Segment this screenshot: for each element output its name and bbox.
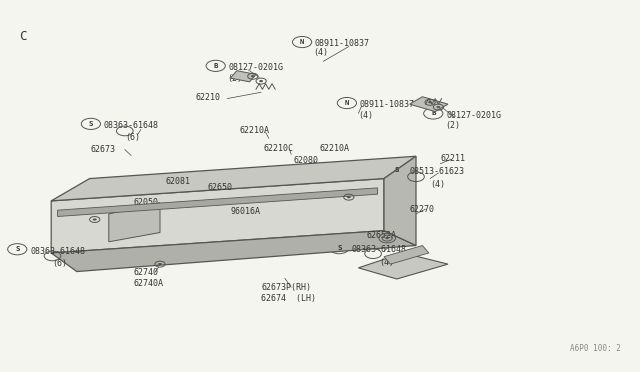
Text: 62652A: 62652A [366, 231, 396, 240]
Circle shape [436, 106, 440, 108]
Circle shape [385, 237, 389, 239]
Polygon shape [230, 71, 256, 82]
Text: B: B [214, 63, 218, 69]
Text: 62210C: 62210C [264, 144, 294, 153]
Polygon shape [410, 97, 448, 112]
Text: 62081: 62081 [165, 177, 190, 186]
Text: 08911-10837: 08911-10837 [315, 39, 370, 48]
Text: (6): (6) [52, 259, 67, 268]
Text: (4): (4) [314, 48, 328, 57]
Text: 08363-61648: 08363-61648 [30, 247, 85, 256]
Text: S: S [337, 245, 341, 251]
Polygon shape [358, 253, 448, 279]
Text: 62740: 62740 [133, 268, 158, 277]
Circle shape [347, 196, 351, 198]
Text: (6): (6) [125, 133, 140, 142]
Text: N: N [300, 39, 304, 45]
Text: 62270: 62270 [410, 205, 435, 214]
Polygon shape [109, 203, 160, 242]
Text: S: S [395, 167, 399, 173]
Text: 08513-61623: 08513-61623 [410, 167, 465, 176]
Text: 62673: 62673 [91, 145, 116, 154]
Text: 62210A: 62210A [240, 126, 270, 135]
Text: (4): (4) [358, 111, 373, 120]
Text: A6P0 100: 2: A6P0 100: 2 [570, 344, 621, 353]
Polygon shape [58, 188, 378, 217]
Polygon shape [51, 231, 416, 272]
Text: 62673P(RH): 62673P(RH) [261, 283, 311, 292]
Text: 62650: 62650 [208, 183, 233, 192]
Text: S: S [89, 121, 93, 127]
Text: 08127-0201G: 08127-0201G [228, 63, 284, 72]
Text: 62674  (LH): 62674 (LH) [261, 294, 316, 303]
Text: 08127-0201G: 08127-0201G [446, 111, 501, 120]
Text: 62210A: 62210A [320, 144, 350, 153]
Text: 62050: 62050 [133, 198, 158, 207]
Text: S: S [15, 246, 19, 252]
Text: C: C [19, 30, 27, 43]
Circle shape [93, 218, 97, 221]
Text: (2): (2) [445, 121, 460, 130]
Polygon shape [384, 246, 429, 264]
Text: (4): (4) [430, 180, 445, 189]
Circle shape [158, 263, 162, 265]
Text: (4): (4) [379, 258, 394, 267]
Text: 62211: 62211 [440, 154, 465, 163]
Polygon shape [51, 156, 416, 201]
Text: 62080: 62080 [293, 156, 318, 165]
Text: 08363-61648: 08363-61648 [104, 121, 159, 130]
Circle shape [259, 80, 263, 82]
Circle shape [428, 101, 432, 103]
Text: N: N [345, 100, 349, 106]
Text: 62210: 62210 [195, 93, 220, 102]
Text: 08363-61648: 08363-61648 [352, 246, 407, 254]
Polygon shape [384, 156, 416, 246]
Text: B: B [431, 110, 435, 116]
Text: 96016A: 96016A [230, 207, 260, 216]
Text: 62740A: 62740A [133, 279, 163, 288]
Text: 08911-10837: 08911-10837 [360, 100, 415, 109]
Text: (2): (2) [227, 74, 242, 83]
Circle shape [251, 75, 255, 77]
Polygon shape [51, 179, 384, 253]
